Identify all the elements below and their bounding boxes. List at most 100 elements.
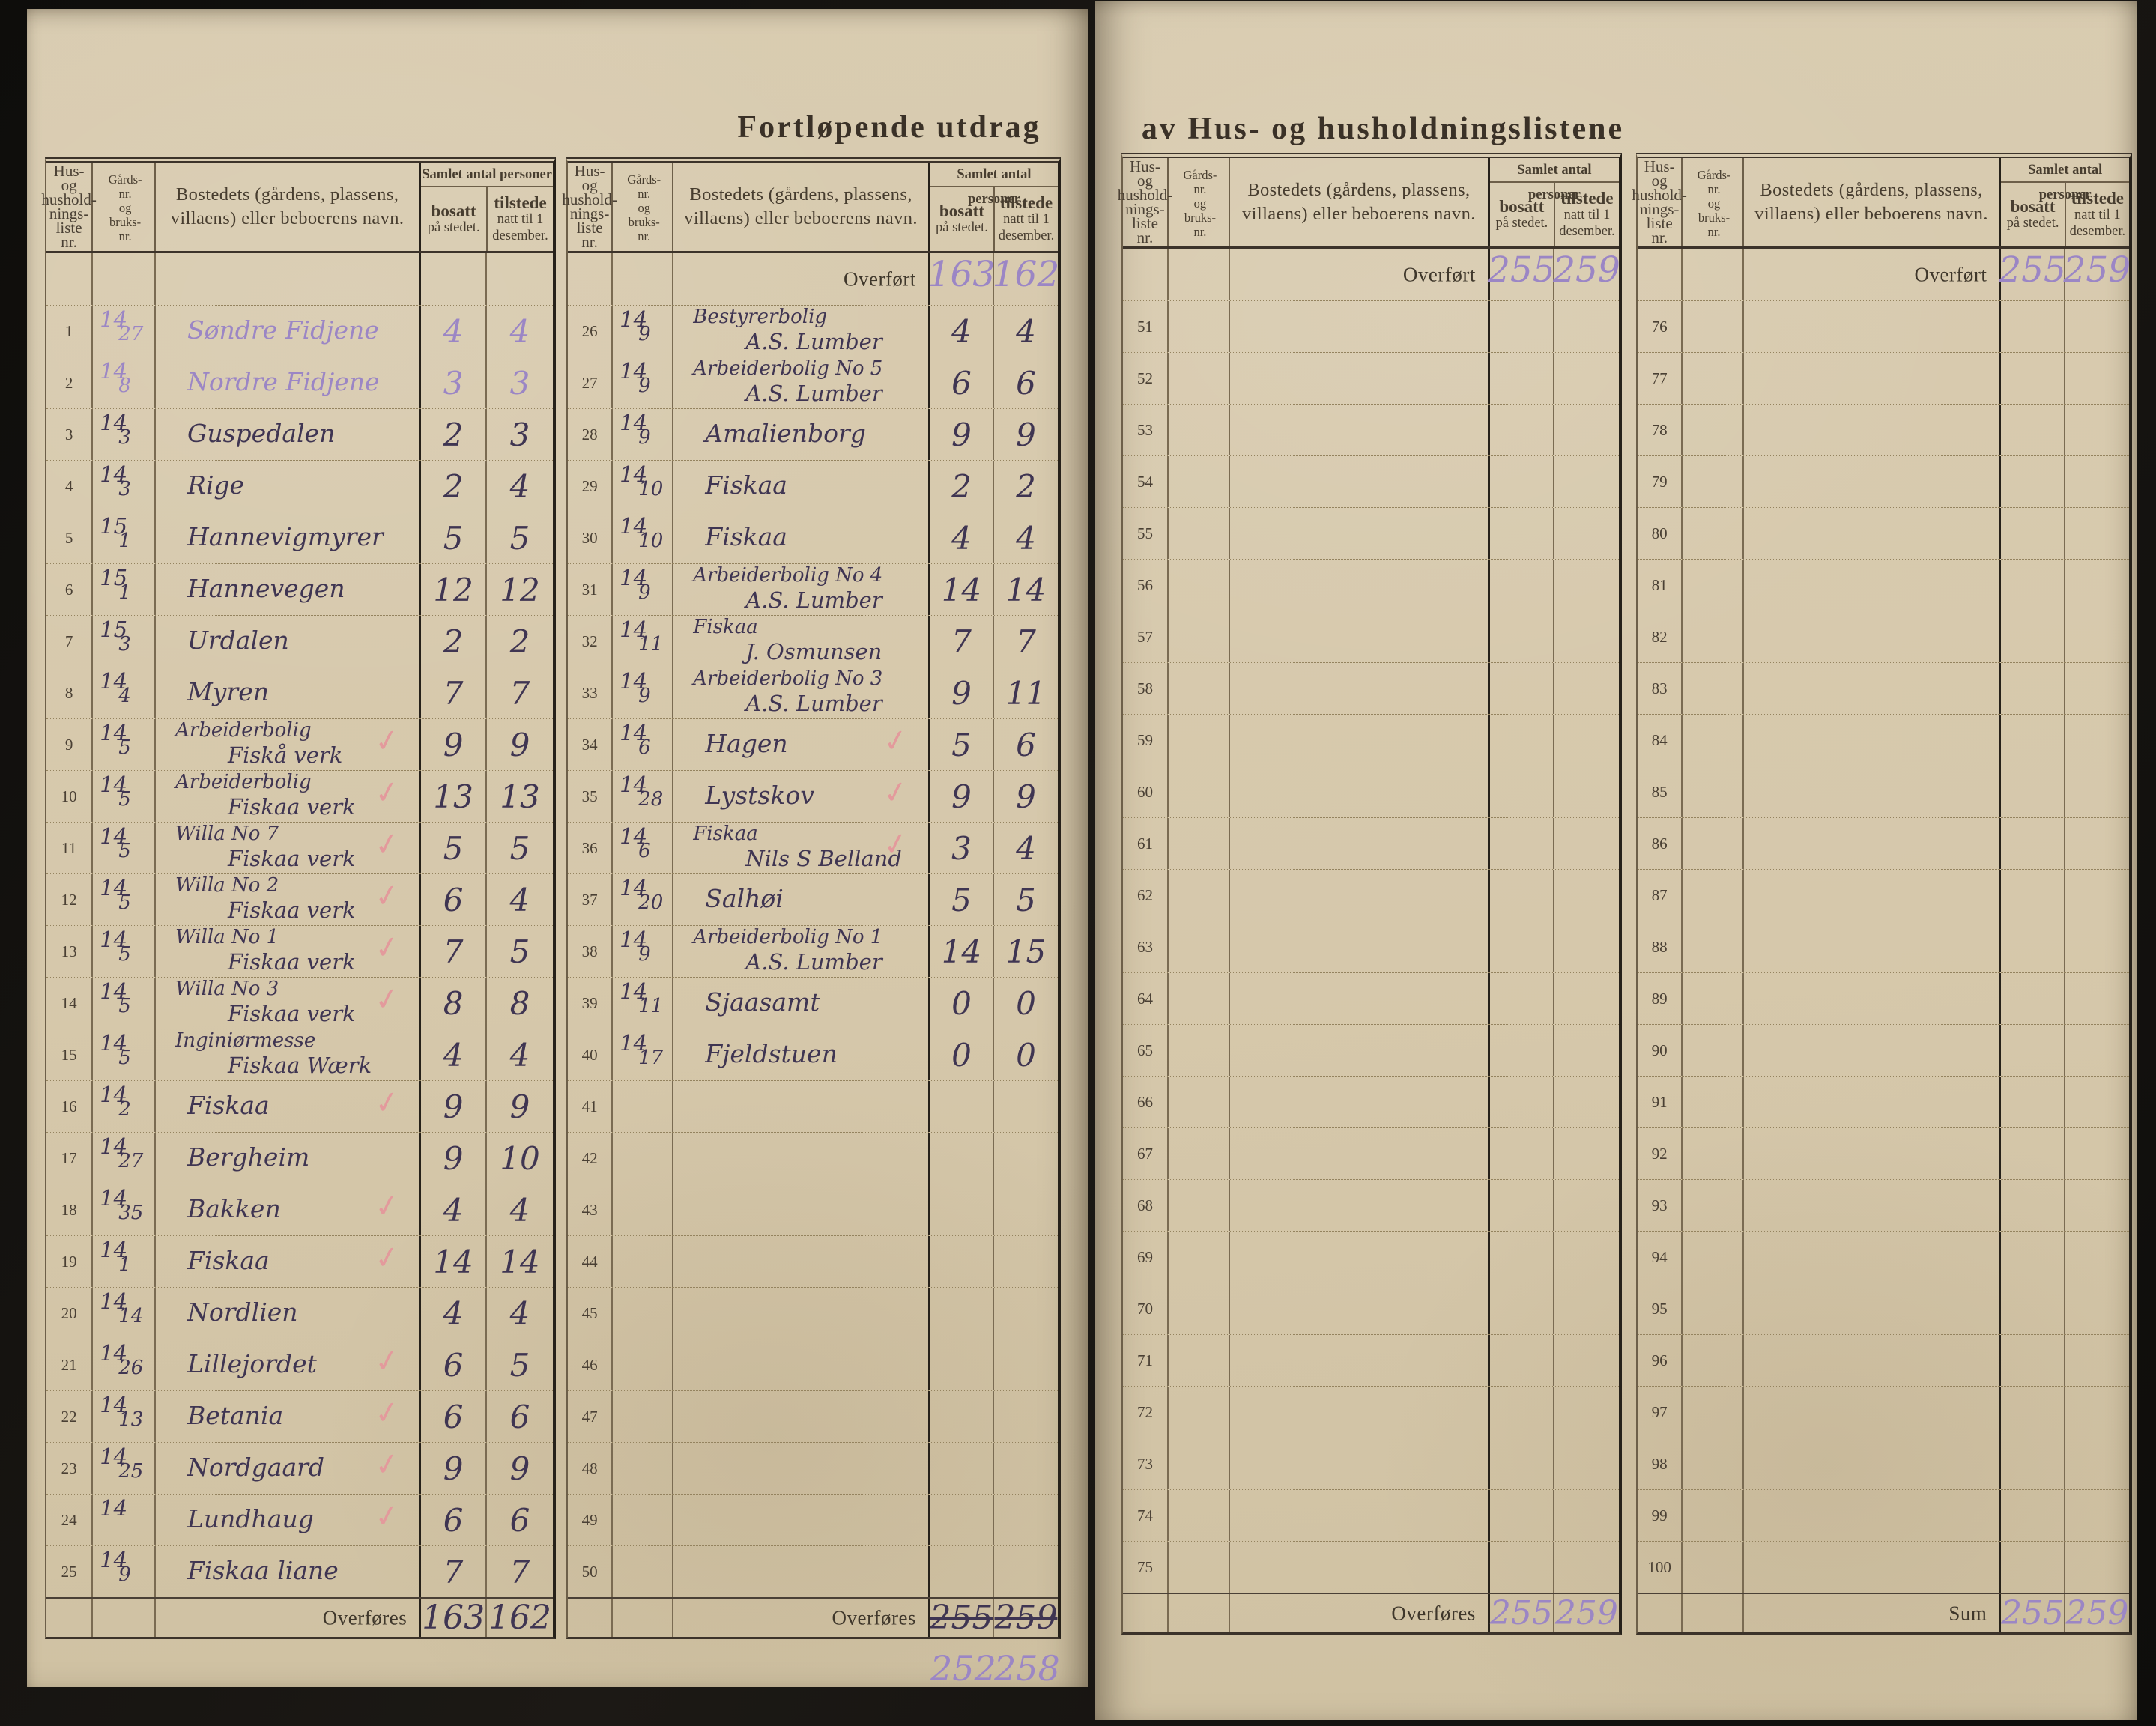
header-line: desember. — [2069, 223, 2126, 239]
table-row: 97 — [1638, 1387, 2129, 1438]
residence-name-cell: Willa No 3 Fiskaa verk ✓ — [156, 978, 422, 1029]
header-line: nings- — [569, 205, 610, 222]
table-header: Hus- og hushold-nings-liste nr. Gårds-nr. og… — [1118, 158, 1619, 249]
row-number-cell: 92 — [1638, 1128, 1683, 1179]
tilstede-cell: 9 — [487, 1081, 553, 1132]
table-row: 70 — [1123, 1283, 1619, 1335]
header-persons-group-label: Samlet antal personer — [421, 163, 553, 187]
bosatt-cell: 2 — [421, 409, 488, 460]
row-number-cell: 86 — [1638, 818, 1683, 869]
residence-name-line: Fiskaa — [693, 616, 758, 638]
bnr-value: 9 — [638, 323, 651, 345]
tilstede-cell: 14 — [994, 564, 1058, 615]
row-number-cell: 5 — [46, 512, 94, 563]
bnr-value: 9 — [638, 581, 651, 604]
gnr-cell — [1169, 560, 1230, 611]
bosatt-cell: 12 — [421, 564, 488, 615]
header-line: Bostedets (gårdens, plassens, — [175, 184, 399, 205]
row-number-cell: 58 — [1123, 663, 1169, 714]
residence-name-cell — [1230, 1077, 1490, 1127]
gnr-cell — [1169, 1542, 1230, 1593]
residence-name-line: Fiskaa — [705, 522, 787, 551]
tilstede-value: 2 — [509, 623, 530, 660]
residence-name-cell — [673, 1495, 930, 1545]
bosatt-value: 4 — [951, 312, 972, 350]
table-row: 61 — [1123, 818, 1619, 870]
header-tilstede-cell: tilstede natt til 1 desember. — [2064, 183, 2129, 246]
bosatt-cell — [2001, 508, 2065, 559]
header-line: desember. — [998, 228, 1055, 243]
gnr-value: 14 — [100, 875, 128, 900]
row-number-cell: 9 — [46, 719, 94, 770]
gnr-cell — [1683, 456, 1744, 507]
tilstede-value: 5 — [509, 829, 530, 867]
residence-name-line: A.S. Lumber — [745, 949, 882, 975]
tilstede-cell — [994, 1495, 1058, 1545]
tilstede-cell — [1554, 1128, 1619, 1179]
bnr-value: 5 — [118, 995, 131, 1017]
gnr-cell — [1683, 715, 1744, 766]
row-number-cell: 12 — [46, 874, 94, 925]
bosatt-cell — [1490, 301, 1554, 352]
bosatt-cell — [930, 1391, 994, 1442]
residence-name-line: Salhøi — [705, 884, 784, 913]
row-number-cell: 51 — [1123, 301, 1169, 352]
header-line: liste — [1646, 214, 1673, 232]
residence-name-cell — [1230, 508, 1490, 559]
header-bosatt-cell: bosatt på stedet. — [421, 187, 486, 251]
bnr-value: 8 — [118, 375, 131, 397]
gnr-cell — [1169, 1387, 1230, 1438]
gnr-cell — [1683, 870, 1744, 921]
table-row: 90 — [1638, 1025, 2129, 1077]
gnr-cell: 15 3 — [93, 616, 156, 667]
row-number-cell: 65 — [1123, 1025, 1169, 1076]
row-number-cell: 26 — [568, 306, 614, 357]
bosatt-cell: 4 — [421, 1288, 488, 1339]
table-row: 35 14 28 Lystskov ✓ 9 9 — [568, 771, 1058, 823]
tilstede-cell — [2065, 1387, 2129, 1438]
footer-label: Overføres — [322, 1606, 408, 1629]
gnr-value: 14 — [100, 1185, 128, 1211]
row-number-cell: 97 — [1638, 1387, 1683, 1438]
bnr-value: 20 — [638, 891, 664, 914]
residence-name-cell — [673, 1546, 930, 1597]
gnr-value: 14 — [100, 1133, 128, 1159]
row-number-cell: 78 — [1638, 405, 1683, 455]
bosatt-cell: 6 — [421, 1495, 488, 1545]
row-number-cell: 79 — [1638, 456, 1683, 507]
table-row: 11 14 5 Willa No 7 Fiskaa verk ✓ 5 5 — [46, 823, 553, 874]
residence-name-cell: Arbeiderbolig No 1 A.S. Lumber — [673, 926, 930, 977]
table-header: Hus- og hushold-nings-liste nr. Gårds-nr. og… — [1632, 158, 2129, 249]
row-number-cell: 10 — [46, 771, 94, 822]
tilstede-cell — [2065, 663, 2129, 714]
row-number-cell: 60 — [1123, 766, 1169, 817]
bosatt-value: 6 — [443, 1398, 464, 1435]
gnr-cell: 14 9 — [613, 926, 674, 977]
bosatt-cell — [1490, 1542, 1554, 1593]
header-line: nings- — [1639, 200, 1680, 218]
bosatt-cell — [1490, 663, 1554, 714]
header-line: nr. — [1136, 228, 1154, 246]
tilstede-cell: 7 — [487, 667, 553, 718]
carry-tilstede-cell: 259 — [2063, 249, 2131, 300]
tilstede-value: 14 — [1005, 571, 1047, 608]
header-line: nings- — [49, 205, 89, 222]
tilstede-cell — [1554, 715, 1619, 766]
tilstede-value: 9 — [509, 1450, 530, 1487]
footer-label-cell: Overføres — [156, 1599, 422, 1637]
residence-name-cell: Arbeiderbolig No 5 A.S. Lumber — [673, 357, 930, 408]
bnr-value: 1 — [118, 530, 131, 552]
gnr-cell — [1683, 766, 1744, 817]
gnr-cell: 14 6 — [613, 823, 674, 873]
table-row: 44 — [568, 1236, 1058, 1288]
tilstede-cell: 10 — [487, 1133, 553, 1184]
header-tilstede-strong: tilstede — [999, 193, 1053, 212]
bnr-value: 5 — [118, 943, 131, 966]
row-number-cell: 70 — [1123, 1283, 1169, 1334]
table-row: 28 14 9 Amalienborg 9 9 — [568, 409, 1058, 461]
header-line: Bostedets (gårdens, plassens, — [1760, 180, 1983, 200]
residence-name-cell — [1744, 508, 2002, 559]
row-number-cell: 76 — [1638, 301, 1683, 352]
table-row: 93 — [1638, 1180, 2129, 1232]
tilstede-value: 10 — [500, 1139, 540, 1177]
